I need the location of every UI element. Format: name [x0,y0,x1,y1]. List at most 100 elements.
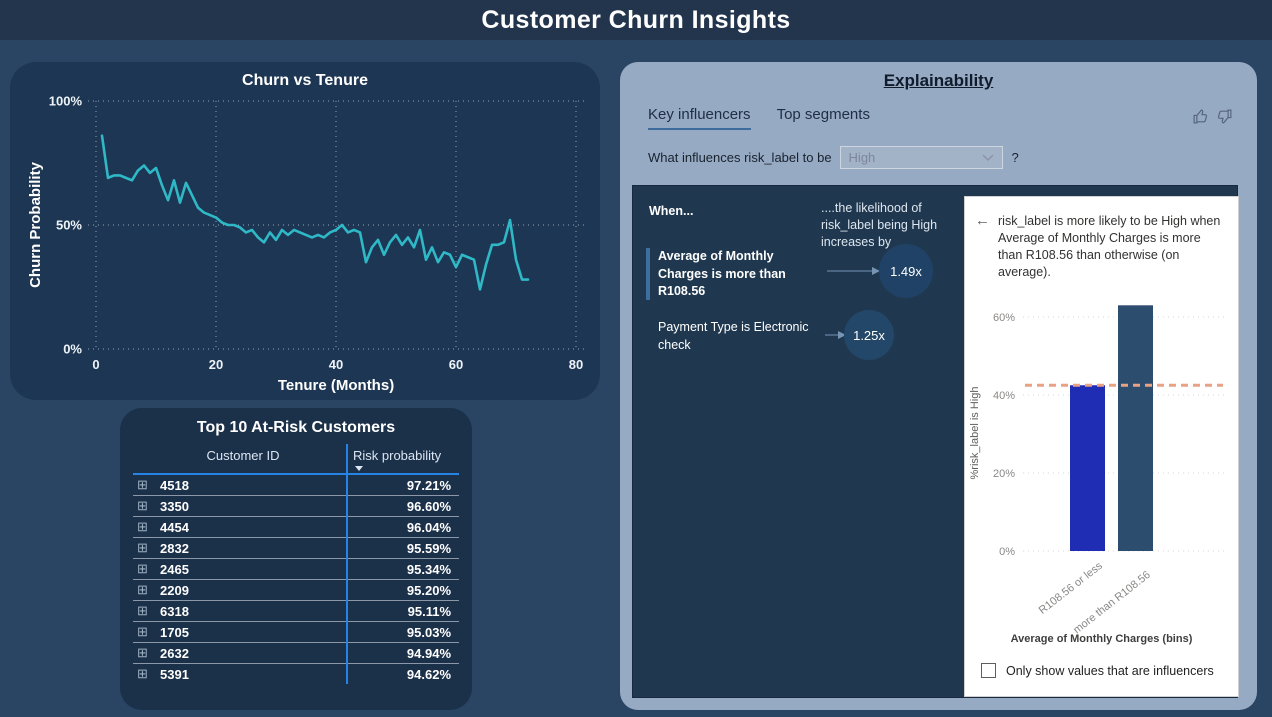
risk-probability-cell: 95.03% [406,624,451,640]
chevron-down-icon [982,153,994,161]
customer-id-cell: 4518 [160,477,189,493]
question-suffix: ? [1011,150,1019,165]
column-header-customer-id[interactable]: Customer ID [206,448,280,463]
table-body: ⊞ 4518 97.21% ⊞ 3350 96.60% ⊞ 4454 96.04% ⊞ 2832 95… [133,475,459,684]
influencer-bubble-1[interactable]: 1.49x [879,244,933,298]
customer-id-cell: 2632 [160,645,189,661]
explainability-title: Explainability [883,71,994,90]
expand-icon[interactable]: ⊞ [137,519,148,534]
thumbs-down-icon[interactable] [1216,108,1233,125]
arrow-right-icon [825,331,846,339]
bar-1[interactable] [1070,385,1105,551]
risk-table: Customer ID Risk probability ⊞ 4518 97.21%… [133,444,459,684]
expand-icon[interactable]: ⊞ [137,624,148,639]
expand-icon[interactable]: ⊞ [137,645,148,660]
churn-vs-tenure-chart[interactable]: 0 20 40 60 80 0% 50% 100% Tenure (Months) Churn P… [10,62,600,400]
risk-probability-cell: 96.04% [406,519,451,535]
explainability-panel: Explainability Key influencers Top segme… [620,62,1257,710]
app-header: Customer Churn Insights [0,0,1272,40]
bar-2[interactable] [1118,305,1153,551]
influence-question: What influences risk_label to be High ? [648,146,1019,169]
svg-text:Churn Probability: Churn Probability [27,161,44,287]
influencers-filter-row: Only show values that are influencers [981,663,1238,678]
expand-icon[interactable]: ⊞ [137,582,148,597]
column-header-risk-probability[interactable]: Risk probability [353,444,459,471]
churn-chart-title: Churn vs Tenure [242,72,368,89]
table-row[interactable]: ⊞ 3350 96.60% [133,496,459,517]
customer-id-cell: 6318 [160,603,189,619]
feedback-icons [1192,106,1233,125]
risk-probability-cell: 95.20% [406,582,451,598]
table-row[interactable]: ⊞ 4518 97.21% [133,475,459,496]
customer-id-cell: 2465 [160,561,189,577]
customer-id-cell: 1705 [160,624,189,640]
influencer-bubble-2[interactable]: 1.25x [844,310,894,360]
customer-id-cell: 4454 [160,519,189,535]
influencer-detail-card: ← risk_label is more likely to be High w… [964,196,1239,697]
checkbox-unchecked[interactable] [981,663,996,678]
risk-probability-cell: 94.94% [406,645,451,661]
svg-text:60: 60 [449,357,463,372]
influencer-label-2[interactable]: Payment Type is Electronic check [658,320,809,352]
svg-text:50%: 50% [56,218,82,233]
table-row[interactable]: ⊞ 5391 94.62% [133,664,459,684]
checkbox-label: Only show values that are influencers [1006,663,1214,678]
table-title: Top 10 At-Risk Customers [196,419,396,436]
question-prefix: What influences risk_label to be [648,150,832,165]
risk-probability-cell: 96.60% [406,498,451,514]
svg-text:0%: 0% [999,546,1015,558]
expand-icon[interactable]: ⊞ [137,477,148,492]
table-row[interactable]: ⊞ 1705 95.03% [133,622,459,643]
target-value-dropdown[interactable]: High [839,146,1003,169]
expand-icon[interactable]: ⊞ [137,561,148,576]
svg-text:60%: 60% [993,312,1015,324]
selected-influencer-accent [646,248,650,300]
churn-vs-tenure-panel: Churn vs Tenure 0 20 40 60 80 0% 50% 100% Tenure… [10,62,600,400]
svg-text:100%: 100% [49,94,83,109]
page-title: Customer Churn Insights [481,5,791,34]
svg-text:20: 20 [209,357,223,372]
bar-chart-x-axis-title: Average of Monthly Charges (bins) [1010,633,1193,645]
table-row[interactable]: ⊞ 2465 95.34% [133,559,459,580]
explanation-block: ← risk_label is more likely to be High w… [965,197,1238,283]
influencer-label-1[interactable]: Average of Monthly Charges is more than … [658,249,786,298]
tab-key-influencers[interactable]: Key influencers [648,106,751,130]
top10-at-risk-panel: Top 10 At-Risk Customers Customer ID Ris… [120,408,472,710]
expand-icon[interactable]: ⊞ [137,498,148,513]
customer-id-cell: 5391 [160,666,189,682]
customer-id-cell: 2209 [160,582,189,598]
risk-probability-cell: 94.62% [406,666,451,682]
risk-probability-cell: 95.11% [407,603,451,619]
svg-text:20%: 20% [993,468,1015,480]
risk-probability-cell: 95.59% [406,540,451,556]
svg-text:80: 80 [569,357,583,372]
svg-text:0: 0 [92,357,99,372]
back-arrow-icon[interactable]: ← [975,212,990,229]
svg-text:%risk_label is High: %risk_label is High [969,387,981,480]
dropdown-selected-value: High [848,150,876,165]
customer-id-cell: 3350 [160,498,189,514]
svg-text:40: 40 [329,357,343,372]
when-header: When... [649,204,694,218]
customer-id-cell: 2832 [160,540,189,556]
explanation-text: risk_label is more likely to be High whe… [998,214,1221,279]
tabs-row: Key influencers Top segments [648,106,1233,130]
sort-desc-icon[interactable] [355,466,363,471]
table-row[interactable]: ⊞ 6318 95.11% [133,601,459,622]
risk-probability-cell: 95.34% [406,561,451,577]
svg-text:40%: 40% [993,390,1015,402]
risk-probability-cell: 97.21% [406,477,451,493]
svg-text:0%: 0% [63,342,82,357]
thumbs-up-icon[interactable] [1192,108,1209,125]
expand-icon[interactable]: ⊞ [137,540,148,555]
table-row[interactable]: ⊞ 4454 96.04% [133,517,459,538]
expand-icon[interactable]: ⊞ [137,603,148,618]
tab-top-segments[interactable]: Top segments [776,106,870,123]
table-row[interactable]: ⊞ 2832 95.59% [133,538,459,559]
key-influencers-visual: When... ....the likelihood of risk_label… [632,185,1239,698]
expand-icon[interactable]: ⊞ [137,666,148,681]
column-divider [346,444,348,684]
table-row[interactable]: ⊞ 2632 94.94% [133,643,459,664]
table-row[interactable]: ⊞ 2209 95.20% [133,580,459,601]
